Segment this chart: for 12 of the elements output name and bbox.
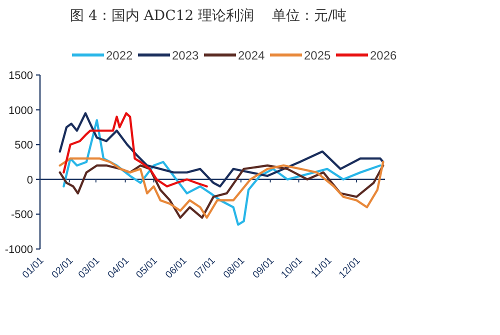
legend-label: 2025 xyxy=(304,48,332,62)
y-tick-label: 500 xyxy=(14,140,33,152)
legend-label: 2026 xyxy=(370,48,398,62)
legend-label: 2023 xyxy=(172,48,200,62)
legend-label: 2022 xyxy=(106,48,134,62)
y-tick-label: -500 xyxy=(10,209,33,222)
y-tick-label: 1000 xyxy=(8,104,33,117)
y-tick-label: 0 xyxy=(26,174,33,186)
chart-title: 图 4：国内 ADC12 理论利润 单位：元/吨 xyxy=(70,8,347,24)
y-tick-label: -1000 xyxy=(4,244,33,256)
legend-label: 2024 xyxy=(238,48,266,62)
y-tick-label: 1500 xyxy=(8,70,33,82)
